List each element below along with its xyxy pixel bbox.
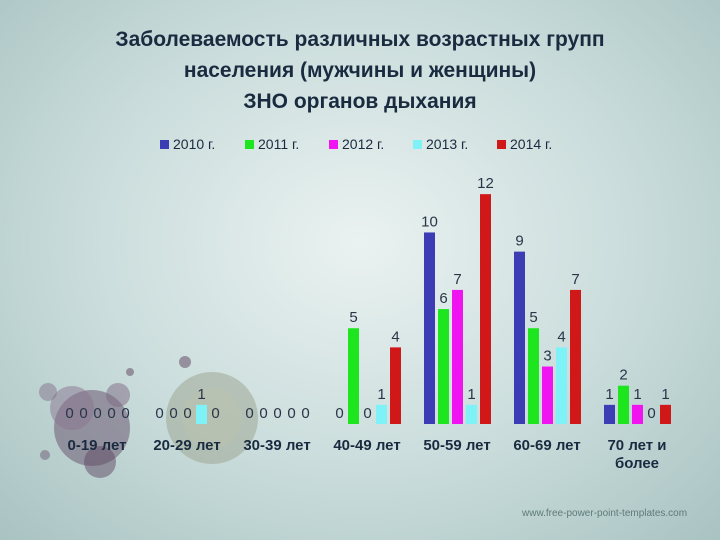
data-label-4-2: 7 (453, 271, 461, 288)
category-label-4: 50-59 лет (423, 437, 490, 454)
bar-5-1 (528, 328, 539, 424)
legend-label-4: 2014 г. (510, 136, 552, 152)
data-label-1-2: 0 (183, 405, 191, 422)
legend-label-3: 2013 г. (426, 136, 468, 152)
legend-swatch-1 (245, 140, 254, 149)
category-label-6: 70 лет и более (607, 437, 666, 472)
bar-3-1 (348, 328, 359, 424)
bar-4-4 (480, 194, 491, 424)
data-label-4-1: 6 (439, 290, 447, 307)
data-label-5-3: 4 (557, 328, 565, 345)
category-label-3: 40-49 лет (333, 437, 400, 454)
data-label-2-0: 0 (245, 405, 253, 422)
data-label-2-2: 0 (273, 405, 281, 422)
data-label-6-2: 1 (633, 386, 641, 403)
data-label-0-3: 0 (107, 405, 115, 422)
chart-title-line-3: ЗНО органов дыхания (243, 90, 477, 113)
bar-6-4 (660, 404, 671, 424)
data-label-0-4: 0 (121, 405, 129, 422)
data-label-1-4: 0 (211, 405, 219, 422)
bar-6-2 (632, 404, 643, 424)
legend-label-2: 2012 г. (342, 136, 384, 152)
bar-3-3 (376, 404, 387, 424)
data-label-5-0: 9 (515, 233, 523, 250)
chart-legend: 2010 г. 2011 г. 2012 г. 2013 г. 2014 г. (160, 136, 552, 152)
data-label-3-1: 5 (349, 309, 357, 326)
data-label-0-0: 0 (65, 405, 73, 422)
data-label-0-2: 0 (93, 405, 101, 422)
data-label-1-3: 1 (197, 386, 205, 403)
bar-5-0 (514, 251, 525, 424)
data-label-4-3: 1 (467, 386, 475, 403)
bar-5-3 (556, 347, 567, 424)
bar-6-0 (604, 404, 615, 424)
bar-4-1 (438, 309, 449, 424)
data-label-1-0: 0 (155, 405, 163, 422)
data-label-4-4: 12 (477, 175, 494, 192)
legend-swatch-0 (160, 140, 169, 149)
data-label-6-0: 1 (605, 386, 613, 403)
data-label-6-4: 1 (661, 386, 669, 403)
chart-title: Заболеваемость различных возрастных груп… (0, 24, 720, 117)
data-label-0-1: 0 (79, 405, 87, 422)
chart-title-line-2: населения (мужчины и женщины) (183, 59, 537, 82)
legend-swatch-4 (497, 140, 506, 149)
data-label-1-1: 0 (169, 405, 177, 422)
data-label-2-1: 0 (259, 405, 267, 422)
data-label-4-0: 10 (421, 213, 438, 230)
category-label-2: 30-39 лет (243, 437, 310, 454)
legend-swatch-2 (329, 140, 338, 149)
legend-swatch-3 (413, 140, 422, 149)
category-label-1: 20-29 лет (153, 437, 220, 454)
bar-6-1 (618, 385, 629, 424)
data-label-5-4: 7 (571, 271, 579, 288)
bar-4-2 (452, 289, 463, 424)
bar-1-3 (196, 404, 207, 424)
data-label-5-2: 3 (543, 348, 551, 365)
chart-bars (196, 194, 671, 424)
bar-4-3 (466, 404, 477, 424)
data-label-3-2: 0 (363, 405, 371, 422)
category-label-0: 0-19 лет (67, 437, 126, 454)
category-label-5: 60-69 лет (513, 437, 580, 454)
bar-4-0 (424, 232, 435, 424)
data-label-2-4: 0 (301, 405, 309, 422)
data-label-5-1: 5 (529, 309, 537, 326)
bar-5-4 (570, 289, 581, 424)
data-label-3-3: 1 (377, 386, 385, 403)
data-label-2-3: 0 (287, 405, 295, 422)
bar-3-4 (390, 347, 401, 424)
decorative-cell-illustration (39, 356, 258, 478)
bar-5-2 (542, 366, 553, 424)
data-label-3-4: 4 (391, 328, 399, 345)
legend-label-0: 2010 г. (173, 136, 215, 152)
legend-label-1: 2011 г. (258, 136, 299, 152)
data-label-6-3: 0 (647, 405, 655, 422)
chart-title-line-1: Заболеваемость различных возрастных груп… (115, 28, 605, 51)
data-label-6-1: 2 (619, 367, 627, 384)
chart-category-labels: 0-19 лет 20-29 лет 30-39 лет 40-49 лет 50-59… (67, 437, 666, 472)
data-label-3-0: 0 (335, 405, 343, 422)
watermark: www.free-power-point-templates.com (522, 508, 688, 519)
